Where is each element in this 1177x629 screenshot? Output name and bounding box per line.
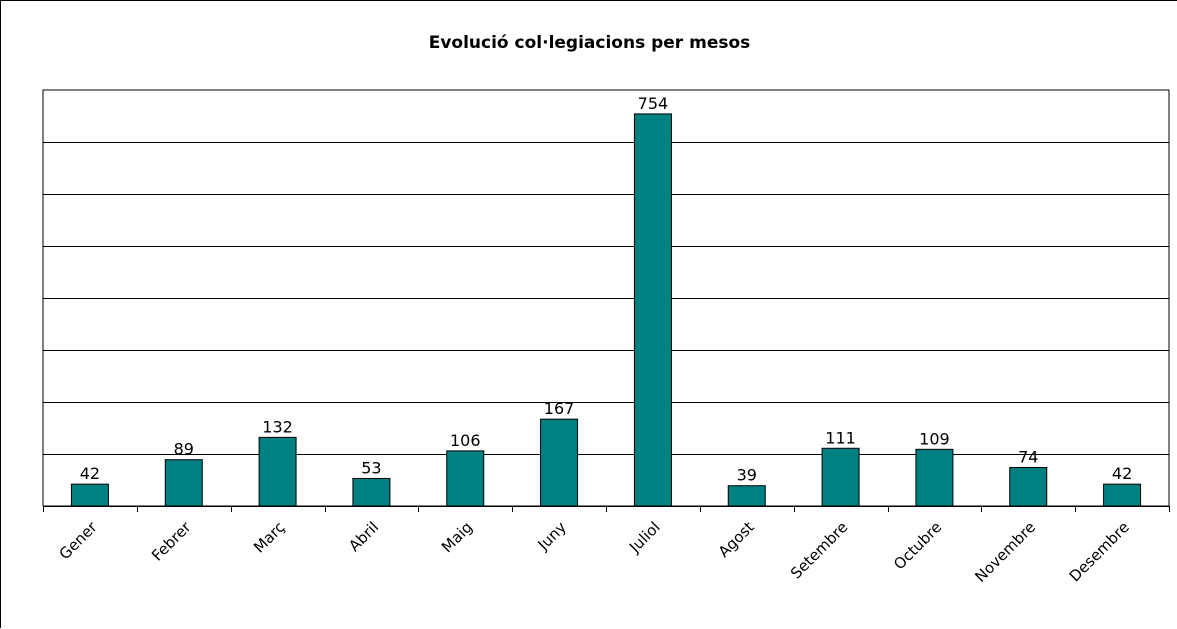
data-label: 167 <box>544 399 575 418</box>
x-tick-label: Agost <box>715 518 758 561</box>
data-label: 106 <box>450 431 481 450</box>
bar-maig <box>446 450 485 507</box>
data-label: 132 <box>262 417 293 436</box>
bar-abril <box>352 477 391 507</box>
bar-octubre <box>915 448 954 507</box>
bar-novembre <box>1009 467 1048 507</box>
data-label: 42 <box>80 464 100 483</box>
data-label: 42 <box>1112 464 1132 483</box>
bar-febrer <box>164 459 203 507</box>
bar-juliol <box>633 113 672 507</box>
x-tick-label: Juliol <box>625 518 664 557</box>
x-tick-label: Novembre <box>971 518 1039 586</box>
chart-title: Evolució col·legiacions per mesos <box>428 33 751 53</box>
x-tick-labels: Gener Febrer Març Abril Maig Juny Juliol Agost S… <box>56 518 1133 586</box>
bar-juny <box>540 418 579 507</box>
x-tick-label: Febrer <box>148 518 195 565</box>
bar-gener <box>70 483 109 507</box>
bar-desembre <box>1103 483 1142 507</box>
data-label: 39 <box>737 466 757 485</box>
data-label: 111 <box>825 428 856 447</box>
data-labels: 42 89 132 53 106 167 754 39 111 109 74 42 <box>80 94 1133 485</box>
data-label: 89 <box>174 440 194 459</box>
x-tick-label: Juny <box>534 518 570 554</box>
x-tick-label: Octubre <box>890 518 945 573</box>
data-label: 109 <box>919 429 950 448</box>
x-tick-label: Setembre <box>787 518 851 582</box>
x-tick-label: Maig <box>438 518 476 556</box>
data-label: 754 <box>638 94 669 113</box>
x-tick-label: Abril <box>345 518 382 555</box>
bar-setembre <box>821 447 860 507</box>
data-label: 53 <box>361 458 381 477</box>
x-tick-label: Desembre <box>1066 518 1133 585</box>
bars <box>70 113 1142 507</box>
gridlines <box>42 89 1170 507</box>
bar-març <box>258 436 297 507</box>
data-label: 74 <box>1018 448 1038 467</box>
bar-agost <box>727 485 766 507</box>
x-tick-label: Març <box>250 518 288 556</box>
x-axis <box>43 506 1170 512</box>
x-tick-label: Gener <box>56 518 102 564</box>
